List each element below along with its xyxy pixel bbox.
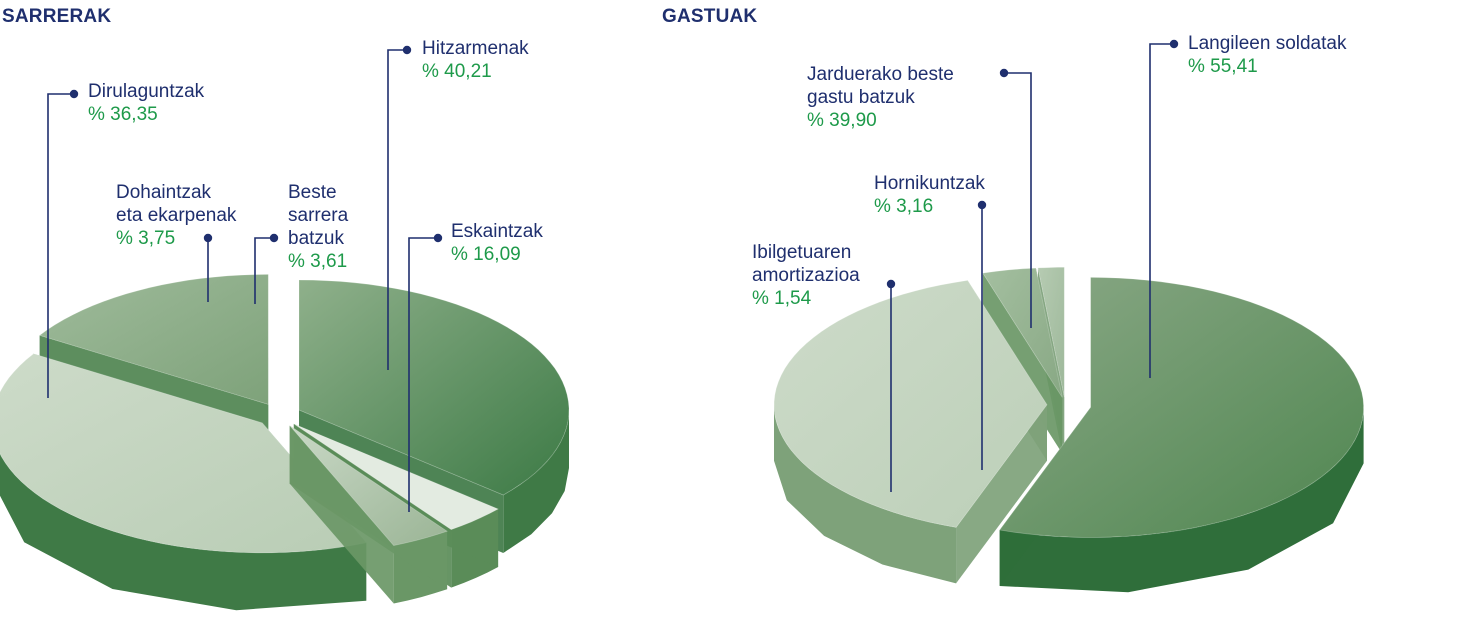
leader-dot-hitzarmenak <box>402 45 412 55</box>
slice-name: Ibilgetuaren amortizazioa <box>752 242 860 286</box>
slice-label-hitzarmenak: Hitzarmenak% 40,21 <box>422 37 529 83</box>
leader-dot-eskaintzak <box>433 233 443 243</box>
slice-label-hornikuntzak: Hornikuntzak% 3,16 <box>874 172 985 218</box>
slice-label-beste-sarrera-batzuk: Beste sarrera batzuk% 3,61 <box>288 181 348 273</box>
chart-gastuak: GASTUAK Langileen soldatak% 55,41 Jarduer… <box>640 0 1465 625</box>
slice-name: Hornikuntzak <box>874 173 985 194</box>
slice-label-jarduerako-beste-gastu-batzuk: Jarduerako beste gastu batzuk% 39,90 <box>807 63 954 132</box>
leader-dot-jarduerako-beste-gastu-batzuk <box>999 68 1009 78</box>
slice-label-eskaintzak: Eskaintzak% 16,09 <box>451 220 543 266</box>
leader-line-jarduerako-beste-gastu-batzuk <box>1004 72 1032 328</box>
leader-dot-dohaintzak-eta-ekarpenak <box>203 233 213 243</box>
slice-label-dirulaguntzak: Dirulaguntzak% 36,35 <box>88 80 204 126</box>
slice-name: Langileen soldatak <box>1188 33 1347 54</box>
leader-dot-hornikuntzak <box>977 200 987 210</box>
chart-title: SARRERAK <box>2 6 112 27</box>
slice-label-langileen-soldatak: Langileen soldatak% 55,41 <box>1188 32 1346 78</box>
leader-dot-langileen-soldatak <box>1169 39 1179 49</box>
leader-line-dirulaguntzak <box>47 93 74 398</box>
chart-sarrerak: SARRERAK Dirulaguntzak% 36,35 Dohaintzak … <box>0 0 640 625</box>
leader-line-beste-sarrera-batzuk <box>254 237 274 304</box>
leader-line-eskaintzak <box>408 237 438 512</box>
slice-percentage: % 3,61 <box>288 251 348 272</box>
slice-name: Eskaintzak <box>451 221 543 242</box>
leader-line-hitzarmenak <box>387 49 407 370</box>
slice-percentage: % 39,90 <box>807 110 877 131</box>
leader-line-langileen-soldatak <box>1149 43 1174 378</box>
pie-slice-beste-sarrera-batzuk <box>289 425 449 604</box>
slice-name: Beste sarrera batzuk <box>288 182 349 249</box>
slice-percentage: % 40,21 <box>422 61 492 82</box>
slice-name: Dirulaguntzak <box>88 81 205 102</box>
chart-title: GASTUAK <box>662 6 758 27</box>
slice-name: Hitzarmenak <box>422 38 529 59</box>
pie-slice-hornikuntzak <box>982 267 1063 454</box>
slice-name: Dohaintzak eta ekarpenak <box>116 182 237 226</box>
slice-percentage: % 3,16 <box>874 196 934 217</box>
pie-slice-langileen-soldatak <box>998 276 1365 593</box>
pie-chart-svg <box>0 45 570 611</box>
slice-percentage: % 36,35 <box>88 104 158 125</box>
slice-percentage: % 55,41 <box>1188 56 1258 77</box>
leader-dot-dirulaguntzak <box>69 89 79 99</box>
pie-chart-svg <box>773 39 1365 593</box>
pie-slice-jarduerako-beste-gastu-batzuk <box>773 279 1048 584</box>
slice-label-ibilgetuaren-amortizazioa: Ibilgetuaren amortizazioa% 1,54 <box>752 241 860 310</box>
leader-dot-beste-sarrera-batzuk <box>269 233 279 243</box>
leader-dot-ibilgetuaren-amortizazioa <box>886 279 896 289</box>
slice-label-dohaintzak-eta-ekarpenak: Dohaintzak eta ekarpenak% 3,75 <box>116 181 236 250</box>
slice-percentage: % 16,09 <box>451 244 521 265</box>
slice-name: Jarduerako beste gastu batzuk <box>807 64 954 108</box>
slice-percentage: % 3,75 <box>116 228 176 249</box>
slice-percentage: % 1,54 <box>752 288 812 309</box>
